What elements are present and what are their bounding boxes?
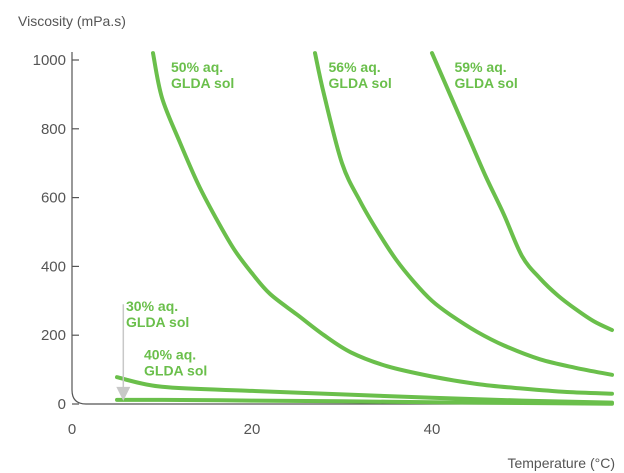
y-tick-label: 400 [41, 258, 66, 275]
y-tick-label: 200 [41, 327, 66, 344]
annotation-label: GLDA sol [455, 75, 518, 91]
x-ticks: 0 20 40 [68, 421, 441, 438]
annotation-label: 56% aq. [329, 59, 381, 75]
y-tick-label: 0 [58, 396, 66, 413]
annotation-label: 59% aq. [455, 59, 507, 75]
annotation-arrow-head [116, 386, 131, 401]
series-line-4 [430, 51, 614, 332]
annotation-label: 30% aq. [126, 298, 178, 314]
series-line-3 [313, 51, 614, 377]
y-tick-label: 1000 [33, 52, 66, 69]
series-lines [115, 51, 614, 406]
annotation-label: GLDA sol [329, 75, 392, 91]
x-axis-label: Temperature (°C) [507, 455, 615, 471]
annotation-label: GLDA sol [144, 362, 207, 378]
x-tick-label: 20 [244, 421, 261, 438]
series-line-0 [115, 397, 614, 406]
y-ticks: 0 200 400 600 800 1000 [33, 52, 79, 413]
annotation-label: 50% aq. [171, 59, 223, 75]
x-tick-label: 40 [424, 421, 441, 438]
y-tick-label: 800 [41, 121, 66, 138]
x-tick-label: 0 [68, 421, 76, 438]
axis-line [71, 52, 612, 405]
y-tick-label: 600 [41, 190, 66, 207]
y-axis-label: Viscosity (mPa.s) [18, 13, 126, 29]
annotation-label: GLDA sol [171, 75, 234, 91]
series-line-1 [115, 375, 614, 405]
annotation-label: 40% aq. [144, 346, 196, 362]
annotation-label: GLDA sol [126, 314, 189, 330]
series-line-2 [151, 51, 614, 396]
